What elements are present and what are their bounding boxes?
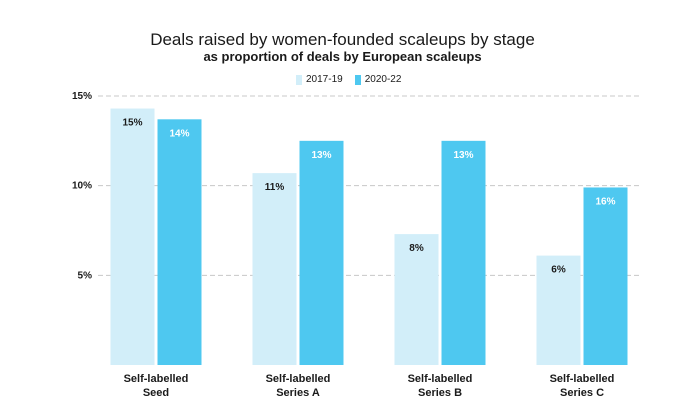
bar-2020-22-1 [299,140,344,365]
data-label-2020-22-3: 16% [595,196,615,207]
x-category-label-line1: Self-labelled [265,373,331,385]
x-category-label-1: Self-labelled Series A [228,372,368,400]
legend-swatch-2017-19 [296,74,302,85]
data-label-2017-19-1: 11% [265,182,285,193]
bar-2017-19-2 [394,234,439,365]
x-category-label-3: Self-labelled Series C [512,372,652,400]
y-tick-label-1: 10% [72,181,92,192]
data-label-2017-19-0: 15% [122,118,142,129]
x-category-label-line1: Self-labelled [549,373,615,385]
data-label-2020-22-0: 14% [169,128,189,139]
legend-item-2017-19: 2017-19 [296,74,343,85]
x-category-label-2: Self-labelled Series B [370,372,510,400]
bar-2020-22-0 [157,119,202,366]
data-label-2017-19-2: 8% [409,243,424,254]
y-tick-label-2: 15% [72,91,92,102]
chart-title: Deals raised by women-founded scaleups b… [150,30,535,49]
bar-2017-19-0 [110,108,155,365]
x-category-label-line2: Series A [276,387,320,399]
data-label-2020-22-2: 13% [453,150,473,161]
bar-2017-19-3 [536,255,581,365]
x-category-label-line2: Series C [559,387,605,399]
x-category-label-line2: Series B [417,387,463,399]
y-tick-label-0: 5% [78,270,93,281]
bar-2017-19-1 [252,173,297,365]
legend-item-2020-22: 2020-22 [354,74,402,85]
x-category-label-line1: Self-labelled [407,373,473,385]
chart-subtitle: as proportion of deals by European scale… [203,49,482,64]
x-category-label-0: Self-labelled Seed [86,372,226,400]
legend-swatch-2020-22 [354,74,361,85]
bar-2020-22-2 [441,140,486,365]
legend-label-2020-22: 2020-22 [364,74,402,85]
x-category-label-line1: Self-labelled [123,373,189,385]
x-category-label-line2: Seed [142,387,170,399]
data-label-2020-22-1: 13% [311,150,331,161]
bar-2020-22-3 [583,187,628,365]
legend: 2017-19 2020-22 [296,74,413,85]
data-label-2017-19-3: 6% [551,265,566,276]
legend-label-2017-19: 2017-19 [306,74,343,85]
